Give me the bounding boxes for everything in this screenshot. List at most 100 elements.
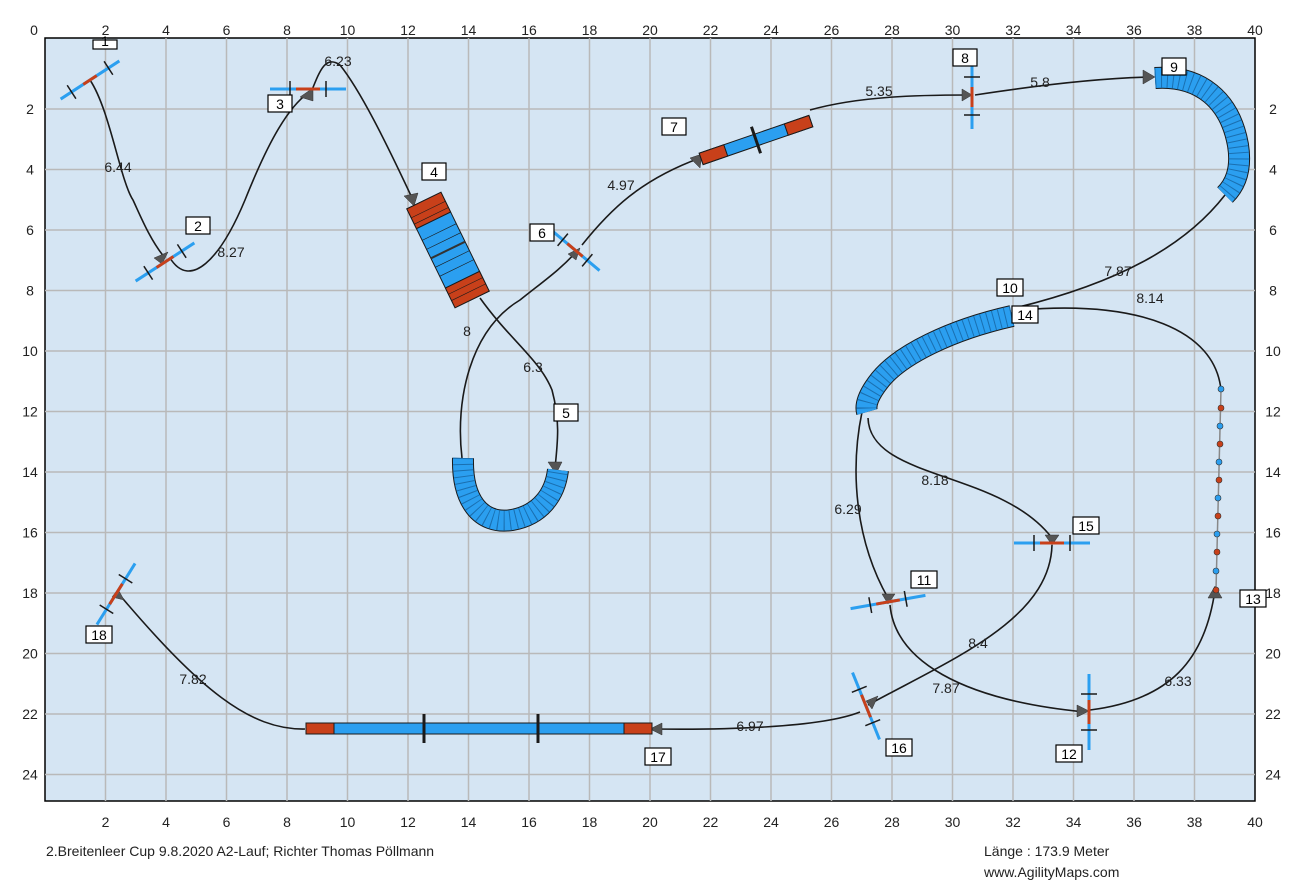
obstacle-weave-13	[1212, 385, 1225, 594]
axis-ticks: 0 2 4 6 8 10 12 14 16 18 20 22 24 26 28 30 32 34 36 38 402 4 6…	[22, 22, 1281, 830]
y-tick-right: 8	[1269, 283, 1277, 299]
distance-14-15: 8.18	[921, 472, 948, 488]
course-title: 2.Breitenleer Cup 9.8.2020 A2-Lauf; Rich…	[46, 843, 435, 859]
x-tick-bottom: 6	[223, 814, 231, 830]
x-tick-top: 40	[1247, 22, 1263, 38]
x-tick-top: 24	[763, 22, 779, 38]
path-segment-14-15	[867, 417, 1053, 539]
distance-12-13: 6.33	[1164, 673, 1191, 689]
x-tick-top: 16	[521, 22, 537, 38]
path-segment-3-4	[309, 61, 414, 201]
arrowhead-11	[881, 593, 896, 605]
label-14: 14	[1017, 307, 1033, 323]
y-tick-right: 6	[1269, 222, 1277, 238]
x-tick-bottom: 16	[521, 814, 537, 830]
x-tick-top: 26	[824, 22, 840, 38]
y-tick-left: 10	[22, 343, 38, 359]
x-tick-bottom: 18	[582, 814, 598, 830]
obstacle-dogwalk-17	[305, 714, 653, 743]
label-18: 18	[91, 627, 107, 643]
obstacle-seesaw-7	[698, 114, 814, 166]
y-tick-right: 10	[1265, 343, 1281, 359]
label-7: 7	[670, 119, 678, 135]
path-segment-17-18	[117, 592, 306, 730]
path-segment-1-2	[89, 79, 166, 259]
obstacle-jump-16	[851, 672, 881, 740]
x-tick-bottom: 36	[1126, 814, 1142, 830]
x-tick-top: 36	[1126, 22, 1142, 38]
obstacles	[59, 59, 1251, 750]
arrowhead-17	[649, 722, 663, 736]
y-tick-right: 18	[1265, 585, 1281, 601]
x-tick-top: 20	[642, 22, 658, 38]
distance-1-2: 6.44	[104, 159, 131, 175]
x-tick-bottom: 26	[824, 814, 840, 830]
y-tick-left: 14	[22, 464, 38, 480]
x-tick-top: 2	[102, 22, 110, 38]
label-2: 2	[194, 218, 202, 234]
label-4: 4	[430, 164, 438, 180]
x-tick-bottom: 20	[642, 814, 658, 830]
y-tick-right: 20	[1265, 646, 1281, 662]
path-segment-7-8	[809, 94, 969, 111]
y-tick-left: 22	[22, 706, 38, 722]
x-tick-bottom: 22	[703, 814, 719, 830]
x-tick-bottom: 40	[1247, 814, 1263, 830]
obstacle-jump-18	[95, 562, 137, 626]
distance-3-4: 6.23	[324, 53, 351, 69]
distance-7-8: 5.35	[865, 83, 892, 99]
label-box-17: 17	[644, 747, 672, 766]
course-length: Länge : 173.9 Meter	[984, 843, 1110, 859]
obstacle-jump-11	[850, 590, 926, 614]
y-tick-right: 12	[1265, 404, 1281, 420]
x-tick-bottom: 2	[102, 814, 110, 830]
label-box-3: 3	[267, 94, 293, 113]
obstacle-labels: 1 2 3 4 5 6 7 8 9 10 11 12 13 14 15 16 1…	[85, 33, 1267, 766]
arrowhead-8	[961, 88, 973, 102]
label-15: 15	[1078, 518, 1094, 534]
label-box-7: 7	[661, 117, 687, 136]
grid	[45, 38, 1255, 801]
arrowheads	[111, 69, 1223, 736]
y-tick-right: 24	[1265, 767, 1281, 783]
arrowhead-5	[547, 461, 563, 475]
label-box-18: 18	[85, 625, 113, 644]
path-segment-8-9	[974, 76, 1154, 96]
y-tick-left: 8	[26, 283, 34, 299]
distance-2-3: 8.27	[217, 244, 244, 260]
path-segment-15-16	[867, 544, 1053, 706]
distance-15-16: 8.4	[968, 635, 988, 651]
x-tick-bottom: 24	[763, 814, 779, 830]
label-box-8: 8	[952, 48, 978, 67]
distance-labels: 6.44 8.27 6.23 8 6.3 4.97 5.35 5.8 7.87 …	[104, 53, 1191, 734]
x-tick-bottom: 38	[1187, 814, 1203, 830]
distance-4-5a: 8	[463, 323, 471, 339]
x-tick-top: 30	[945, 22, 961, 38]
path-segment-10-11	[855, 411, 889, 599]
label-11: 11	[917, 572, 932, 588]
distance-9-10: 7.87	[1104, 263, 1131, 279]
x-tick-top: 4	[162, 22, 170, 38]
arrowhead-7	[689, 153, 703, 169]
label-12: 12	[1061, 746, 1077, 762]
y-tick-right: 22	[1265, 706, 1281, 722]
x-tick-top: 38	[1187, 22, 1203, 38]
path-segment-11-12	[889, 604, 1086, 713]
website-link[interactable]: www.AgilityMaps.com	[984, 864, 1120, 880]
label-box-12: 12	[1055, 744, 1083, 763]
obstacle-jump-2	[134, 241, 196, 283]
x-tick-bottom: 4	[162, 814, 170, 830]
y-tick-left: 24	[22, 767, 38, 783]
x-tick-top: 28	[884, 22, 900, 38]
path-segment-6-7	[581, 157, 701, 246]
label-6: 6	[538, 225, 546, 241]
y-tick-right: 2	[1269, 101, 1277, 117]
label-box-16: 16	[885, 738, 913, 757]
path-segment-13-14	[1019, 307, 1222, 391]
x-tick-bottom: 30	[945, 814, 961, 830]
x-tick-bottom: 34	[1066, 814, 1082, 830]
obstacle-jump-8	[964, 65, 980, 129]
x-tick-top: 8	[283, 22, 291, 38]
obstacle-jump-3	[270, 81, 346, 97]
x-tick-top: 14	[461, 22, 477, 38]
